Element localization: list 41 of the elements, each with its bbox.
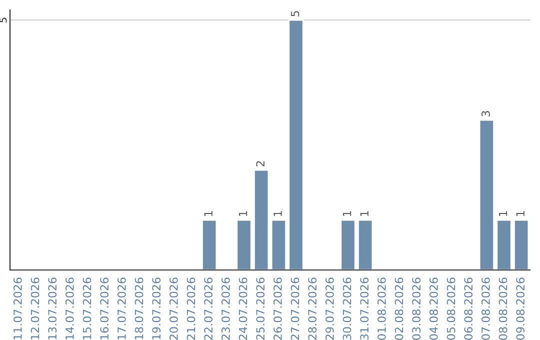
x-tick-label: 12.07.2026 <box>30 278 40 340</box>
x-tick-label: 18.07.2026 <box>134 278 144 340</box>
data-label: 1 <box>516 211 524 216</box>
x-tick-label: 21.07.2026 <box>186 278 196 340</box>
data-label: 1 <box>238 211 248 216</box>
data-label: 2 <box>256 161 264 166</box>
x-tick-label: 15.07.2026 <box>82 278 92 340</box>
x-tick-label: 26.07.2026 <box>273 278 282 340</box>
bar <box>202 219 218 270</box>
x-tick-label: 04.08.2026 <box>429 278 438 340</box>
x-tick-label: 23.07.2026 <box>221 278 230 340</box>
x-tick-label: 28.07.2026 <box>308 278 317 340</box>
data-label: 3 <box>481 111 490 116</box>
x-tick-label: 25.07.2026 <box>256 278 265 340</box>
data-label: 1 <box>204 211 212 216</box>
x-tick-label: 20.07.2026 <box>169 278 178 340</box>
data-label: 1 <box>360 211 368 216</box>
x-tick-label: 24.07.2026 <box>238 278 248 340</box>
x-tick-label: 03.08.2026 <box>412 278 421 340</box>
x-tick-label: 22.07.2026 <box>204 278 213 340</box>
x-tick-label: 29.07.2026 <box>325 278 334 340</box>
x-tick-label: 08.08.2026 <box>498 278 508 340</box>
data-label: 5 <box>290 11 300 16</box>
data-label: 1 <box>274 211 282 216</box>
x-tick-label: 09.08.2026 <box>516 278 525 340</box>
x-tick-label: 06.08.2026 <box>464 278 473 340</box>
x-tick-label: 19.07.2026 <box>152 278 161 340</box>
x-tick-label: 07.08.2026 <box>481 278 490 340</box>
x-tick-label: 30.07.2026 <box>342 278 352 340</box>
x-tick-label: 13.07.2026 <box>48 278 57 340</box>
x-tick-label: 31.07.2026 <box>360 278 369 340</box>
x-tick-label: 01.08.2026 <box>377 278 386 340</box>
data-label: 1 <box>498 211 508 216</box>
x-tick-label: 05.08.2026 <box>446 278 456 340</box>
x-tick-label: 27.07.2026 <box>290 278 300 340</box>
x-tick-label: 16.07.2026 <box>100 278 109 340</box>
x-tick-label: 17.07.2026 <box>117 278 126 340</box>
data-label: 1 <box>342 211 352 216</box>
x-tick-label: 11.07.2026 <box>13 278 22 340</box>
x-tick-label: 14.07.2026 <box>65 278 74 340</box>
x-tick-label: 02.08.2026 <box>394 278 404 340</box>
